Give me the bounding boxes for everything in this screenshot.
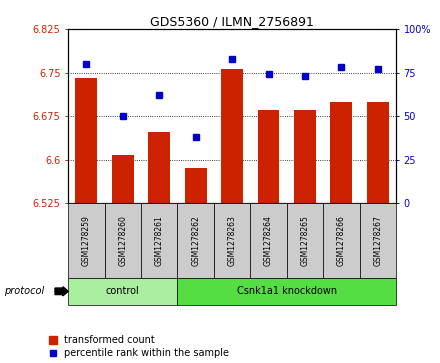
Bar bbox=[323, 203, 359, 278]
Text: GSM1278259: GSM1278259 bbox=[82, 215, 91, 266]
Text: GSM1278266: GSM1278266 bbox=[337, 215, 346, 266]
Bar bbox=[177, 278, 396, 305]
Text: GSM1278260: GSM1278260 bbox=[118, 215, 127, 266]
Bar bbox=[221, 69, 243, 203]
Text: GSM1278262: GSM1278262 bbox=[191, 215, 200, 266]
Legend: transformed count, percentile rank within the sample: transformed count, percentile rank withi… bbox=[49, 335, 229, 358]
Bar bbox=[330, 102, 352, 203]
Bar bbox=[367, 102, 389, 203]
Bar bbox=[68, 203, 105, 278]
Text: GSM1278263: GSM1278263 bbox=[227, 215, 237, 266]
Text: protocol: protocol bbox=[4, 286, 44, 296]
Title: GDS5360 / ILMN_2756891: GDS5360 / ILMN_2756891 bbox=[150, 15, 314, 28]
Text: GSM1278264: GSM1278264 bbox=[264, 215, 273, 266]
Text: control: control bbox=[106, 286, 140, 296]
Bar bbox=[214, 203, 250, 278]
Bar bbox=[141, 203, 177, 278]
Bar bbox=[148, 132, 170, 203]
Text: Csnk1a1 knockdown: Csnk1a1 knockdown bbox=[237, 286, 337, 296]
Text: GSM1278265: GSM1278265 bbox=[301, 215, 309, 266]
Bar bbox=[294, 110, 316, 203]
Bar bbox=[177, 203, 214, 278]
Bar bbox=[68, 278, 177, 305]
Bar bbox=[185, 168, 207, 203]
Bar bbox=[250, 203, 287, 278]
Bar bbox=[257, 110, 279, 203]
Text: GSM1278267: GSM1278267 bbox=[373, 215, 382, 266]
Bar bbox=[76, 78, 97, 203]
Bar bbox=[112, 155, 134, 203]
Bar bbox=[359, 203, 396, 278]
Text: GSM1278261: GSM1278261 bbox=[155, 215, 164, 266]
Bar bbox=[287, 203, 323, 278]
Bar bbox=[105, 203, 141, 278]
